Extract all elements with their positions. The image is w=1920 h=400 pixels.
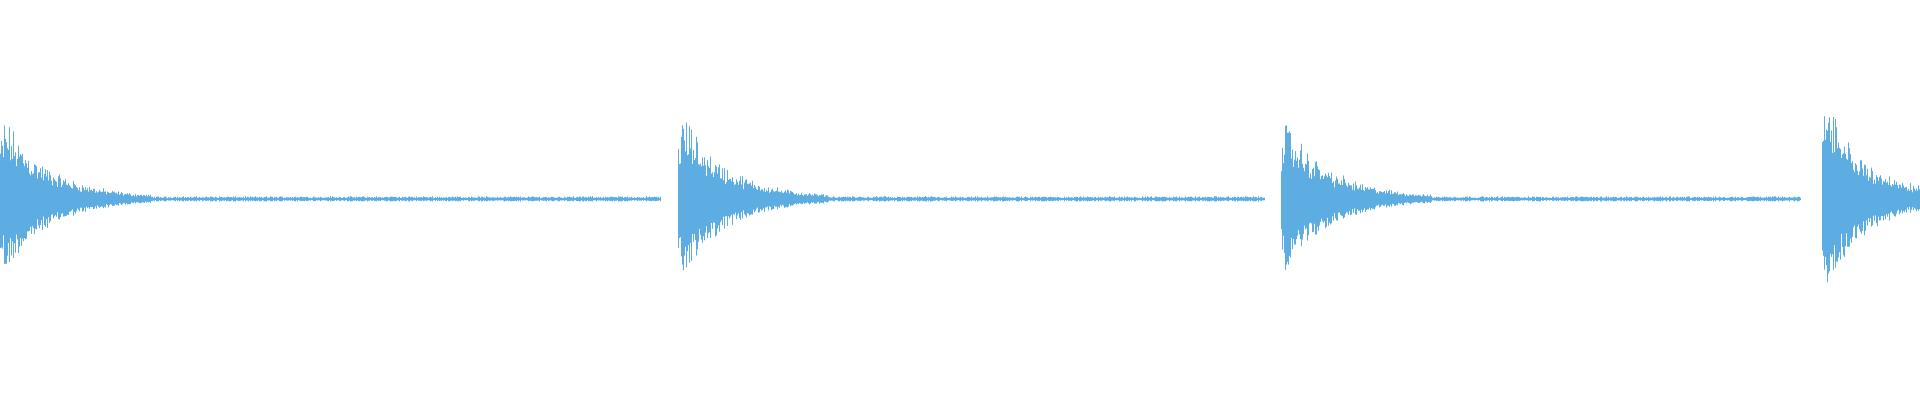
waveform-burst-4 [1822,116,1920,283]
waveform-burst-2 [678,122,1265,270]
waveform-burst-3 [1281,125,1801,270]
waveform-burst-1 [0,125,661,264]
